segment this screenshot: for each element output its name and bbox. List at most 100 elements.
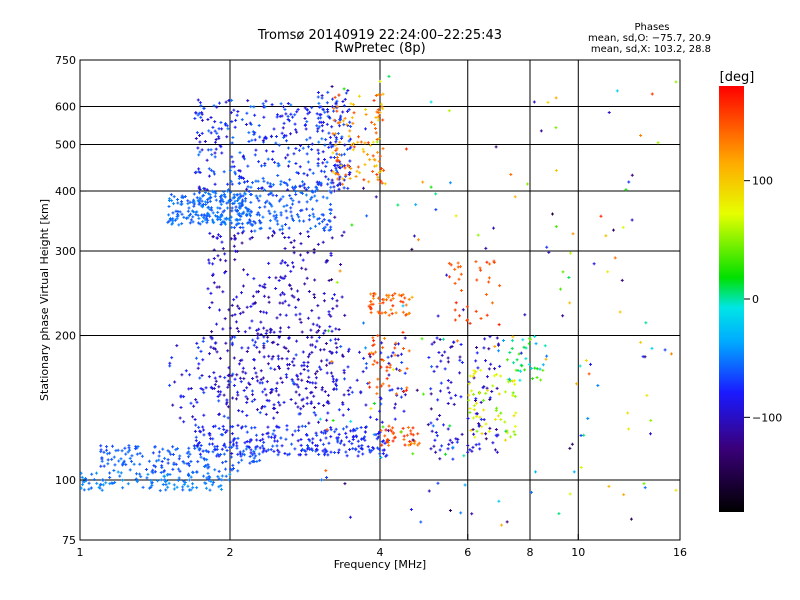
data-point [402,438,406,442]
data-point [255,196,259,200]
data-point [259,320,263,324]
data-point [167,450,171,454]
data-point [263,282,267,286]
data-point [286,164,290,168]
data-point [250,236,254,240]
data-point [350,116,354,120]
data-point [176,478,180,482]
data-point [233,258,237,262]
data-point [80,486,83,490]
data-point [320,124,324,128]
data-point [234,118,238,122]
data-point [391,426,395,430]
data-point [348,159,352,163]
data-point [381,107,385,111]
data-point [222,452,226,456]
data-point [187,464,191,468]
data-point [310,106,314,110]
data-point [352,145,356,149]
data-point [299,191,303,195]
data-point [230,303,234,307]
data-point [223,222,227,226]
data-point [321,240,325,244]
data-point [172,462,176,466]
data-point [266,181,270,185]
data-point [245,439,249,443]
data-point [220,474,224,478]
data-point [322,228,326,232]
data-point [339,439,343,443]
data-point [285,428,289,432]
data-point [202,213,206,217]
data-point [287,160,291,164]
data-point [343,143,347,147]
data-point [357,450,361,454]
data-point [231,425,235,429]
data-point [210,330,214,334]
data-point [321,195,325,199]
data-point [194,435,198,439]
data-point [163,456,167,460]
data-point [173,218,177,222]
data-point [381,147,385,151]
data-point [221,424,225,428]
data-point [162,474,166,478]
data-point [346,163,350,167]
data-point [282,135,286,139]
data-point [384,428,388,432]
data-point [297,215,301,219]
data-point [245,386,249,390]
data-point [314,386,318,390]
data-point [229,215,233,219]
data-point [190,209,194,213]
data-point [186,484,190,488]
data-point [297,200,301,204]
data-point [221,290,225,294]
data-point [121,462,125,466]
data-point [310,335,314,339]
data-point [99,444,103,448]
data-point [232,437,236,441]
data-point [337,432,341,436]
data-point [220,478,224,482]
data-point [101,483,105,487]
data-point [309,226,313,230]
data-point [364,107,368,111]
data-point [316,217,320,221]
data-point [262,448,266,452]
data-point [110,444,114,448]
data-point [286,117,290,121]
data-point [403,443,407,447]
data-point [236,304,240,308]
chart-subtitle: RwPretec (8p) [334,41,425,56]
data-point [328,189,332,193]
data-point [361,437,365,441]
data-point [128,456,132,460]
data-point [218,258,222,262]
data-point [264,393,268,397]
data-point [278,313,282,317]
data-point [263,205,267,209]
data-point [207,197,211,201]
data-point [376,178,380,182]
data-point [289,132,293,136]
data-point [391,439,395,443]
data-point [406,426,410,430]
data-point [308,214,312,218]
data-point [220,447,224,451]
data-point [295,213,299,217]
data-point [348,129,352,133]
data-point [213,151,217,155]
data-point [201,220,205,224]
data-point [172,487,176,491]
data-point [124,463,128,467]
data-point [234,223,238,227]
data-point [280,357,284,361]
data-point [372,99,376,103]
data-point [416,432,420,436]
data-point [202,193,206,197]
data-point [149,478,153,482]
data-point [251,377,255,381]
data-point [376,150,380,154]
data-point [316,242,320,246]
